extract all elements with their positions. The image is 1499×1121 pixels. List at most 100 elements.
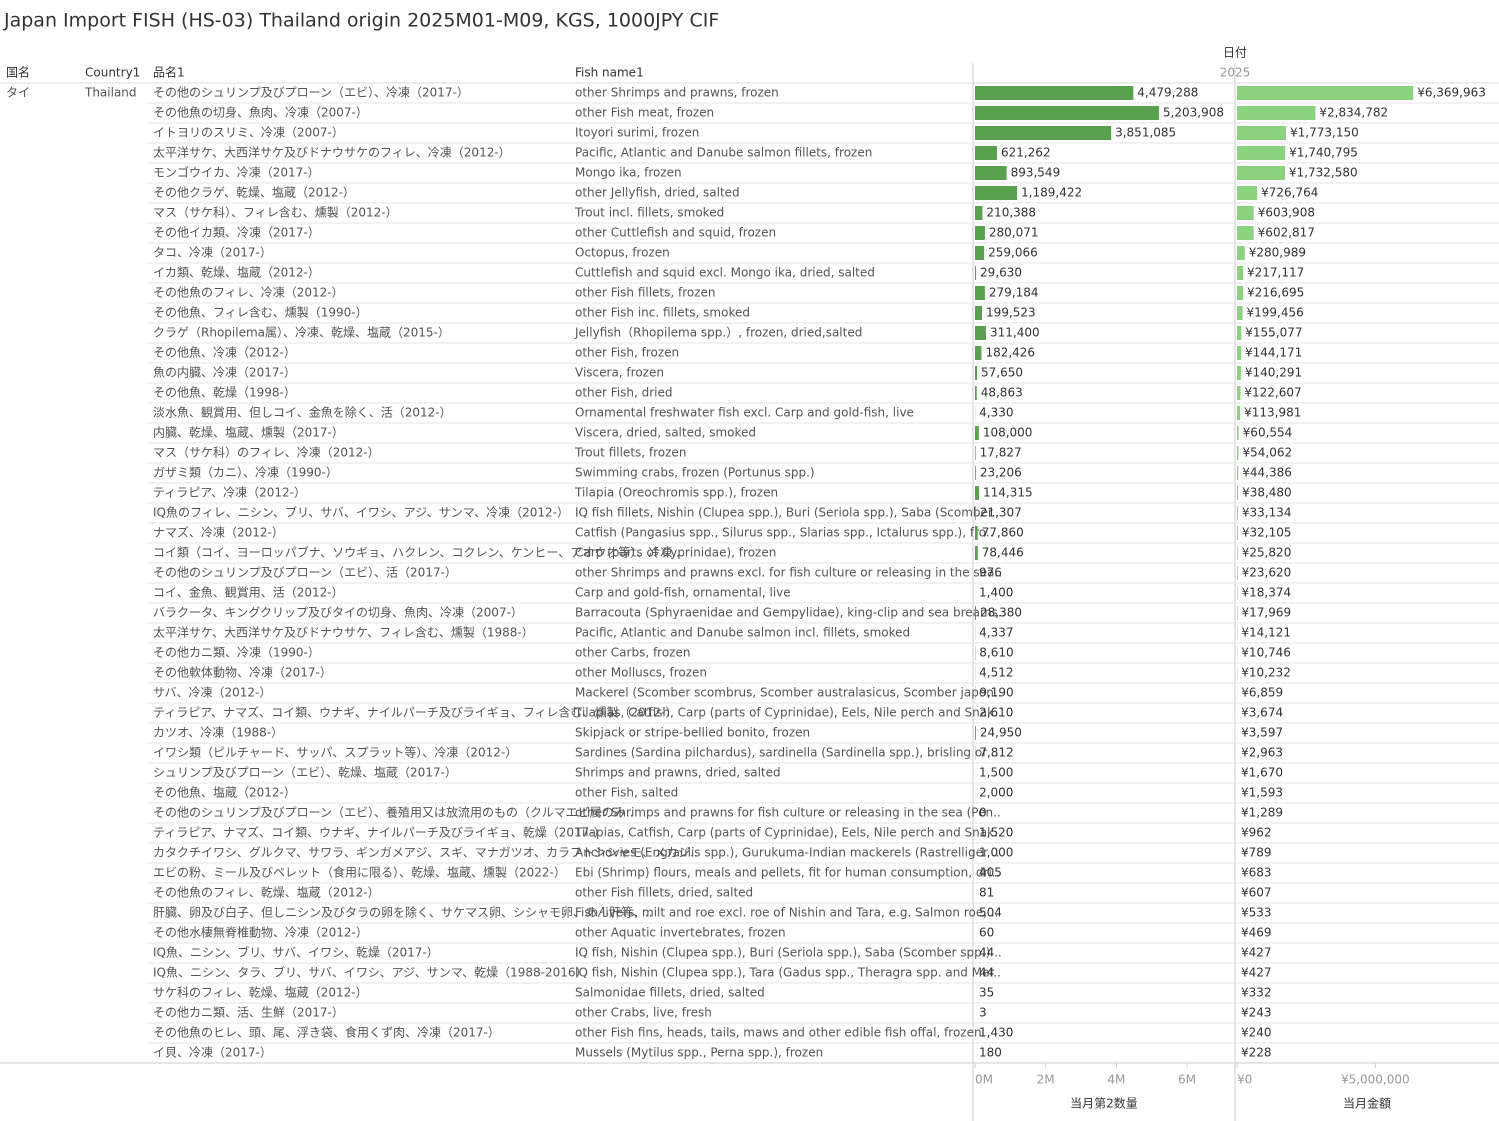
- item-en: Tilapia (Oreochromis spp.), frozen: [574, 486, 778, 500]
- value-label: 2,610: [979, 706, 1013, 720]
- value-label: ¥25,820: [1242, 546, 1292, 560]
- item-en: other Fish, salted: [575, 786, 678, 800]
- value-label: ¥1,670: [1241, 766, 1283, 780]
- bar: [1237, 486, 1239, 500]
- x-tick-label: 2M: [1037, 1073, 1055, 1087]
- value-label: 4,330: [979, 406, 1013, 420]
- value-label: 893,549: [1011, 166, 1061, 180]
- value-label: 77,860: [982, 526, 1024, 540]
- item-en: other Fish fillets, frozen: [575, 286, 716, 300]
- item-en: Barracouta (Sphyraenidae and Gempylidae)…: [575, 606, 1006, 620]
- value-label: ¥726,764: [1261, 186, 1318, 200]
- value-label: 279,184: [989, 286, 1039, 300]
- item-en: Ornamental freshwater fish excl. Carp an…: [575, 406, 914, 420]
- value-label: ¥3,674: [1241, 706, 1283, 720]
- item-en: Octopus, frozen: [575, 246, 670, 260]
- value-label: 0: [979, 806, 987, 820]
- value-label: ¥427: [1241, 946, 1272, 960]
- value-label: ¥1,740,795: [1289, 146, 1358, 160]
- value-label: ¥6,859: [1241, 686, 1283, 700]
- item-jp: IQ魚、ニシン、タラ、ブリ、サバ、イワシ、アジ、サンマ、乾燥（1988-2016…: [153, 965, 588, 980]
- item-jp: サケ科のフィレ、乾燥、塩蔵（2012-）: [153, 985, 368, 1000]
- value-label: 976: [979, 566, 1002, 580]
- item-jp: ティラピア、冷凍（2012-）: [153, 486, 306, 500]
- value-label: 21,307: [980, 506, 1022, 520]
- value-label: 4,337: [979, 626, 1013, 640]
- value-label: 4,479,288: [1137, 86, 1198, 100]
- item-en: other Shrimps and prawns excl. for fish …: [575, 566, 1002, 580]
- item-jp: バラクータ、キングクリップ及びタイの切身、魚肉、冷凍（2007-）: [153, 605, 523, 620]
- item-en: other Fish meat, frozen: [575, 106, 714, 120]
- bar: [1237, 126, 1287, 140]
- bar: [975, 266, 977, 280]
- item-en: IQ fish fillets, Nishin (Clupea spp.), B…: [575, 506, 999, 520]
- value-label: 1,000: [979, 846, 1013, 860]
- item-en: Anchovies (Engraulis spp.), Gurukuma-Ind…: [575, 846, 999, 860]
- item-jp: マス（サケ科）、フィレ含む、燻製（2012-）: [153, 205, 398, 220]
- value-label: ¥18,374: [1242, 586, 1292, 600]
- item-en: Pacific, Atlantic and Danube salmon fill…: [575, 146, 872, 160]
- value-label: 4,512: [979, 666, 1013, 680]
- value-label: ¥10,232: [1241, 666, 1291, 680]
- bar: [1237, 466, 1239, 480]
- value-label: 48,863: [981, 386, 1023, 400]
- value-label: ¥216,695: [1247, 286, 1304, 300]
- bar: [1237, 306, 1243, 320]
- value-label: ¥228: [1241, 1046, 1272, 1060]
- value-label: 44: [979, 946, 994, 960]
- value-label: 1,520: [979, 826, 1013, 840]
- row-header: Country1: [85, 66, 140, 80]
- value-label: 9,190: [979, 686, 1013, 700]
- value-label: 1,500: [979, 766, 1013, 780]
- item-jp: その他のシュリンプ及びプローン（エビ）、冷凍（2017-）: [153, 86, 469, 100]
- item-jp: クラゲ（Rhopilema属）、冷凍、乾燥、塩蔵（2015-）: [153, 325, 450, 340]
- item-jp: モンゴウイカ、冷凍（2017-）: [153, 165, 320, 180]
- item-en: other Shrimps and prawns for fish cultur…: [575, 806, 1001, 820]
- x-tick-label: 0M: [975, 1073, 993, 1087]
- item-jp: ナマズ、冷凍（2012-）: [153, 525, 284, 540]
- item-en: other Crabs, live, fresh: [575, 1006, 712, 1020]
- bar: [1237, 386, 1241, 400]
- value-label: 2,000: [979, 786, 1013, 800]
- value-label: ¥607: [1241, 886, 1272, 900]
- item-jp: その他魚、冷凍（2012-）: [153, 346, 296, 360]
- value-label: 182,426: [985, 346, 1035, 360]
- bar: [975, 86, 1134, 100]
- bar: [1237, 146, 1286, 160]
- value-label: ¥243: [1241, 1006, 1272, 1020]
- item-en: other Jellyfish, dried, salted: [575, 186, 740, 200]
- value-label: ¥23,620: [1242, 566, 1292, 580]
- bar: [975, 446, 976, 460]
- bar: [975, 326, 987, 340]
- value-label: 1,189,422: [1021, 186, 1082, 200]
- x-axis-title: 当月金額: [1343, 1096, 1391, 1111]
- row-header: Fish name1: [575, 66, 644, 80]
- value-label: 81: [979, 886, 994, 900]
- item-jp: IQ魚、ニシン、ブリ、サバ、イワシ、乾燥（2017-）: [153, 945, 439, 960]
- item-en: Trout incl. fillets, smoked: [574, 206, 724, 220]
- value-label: 17,827: [980, 446, 1022, 460]
- item-jp: その他魚のフィレ、乾燥、塩蔵（2012-）: [153, 885, 380, 900]
- item-jp: サバ、冷凍（2012-）: [153, 686, 271, 700]
- item-jp: エビの粉、ミール及びペレット（食用に限る）、乾燥、塩蔵、燻製（2022-）: [153, 865, 566, 880]
- bar: [975, 366, 978, 380]
- item-en: Viscera, dried, salted, smoked: [575, 426, 756, 440]
- bar: [975, 526, 978, 540]
- item-jp: イカ類、乾燥、塩蔵（2012-）: [153, 265, 320, 280]
- x-tick-label: ¥0: [1237, 1073, 1252, 1087]
- x-axis-title: 当月第2数量: [1070, 1096, 1138, 1111]
- value-label: 60: [979, 926, 994, 940]
- value-label: ¥17,969: [1241, 606, 1291, 620]
- value-label: ¥1,732,580: [1289, 166, 1358, 180]
- value-label: 44: [979, 966, 994, 980]
- item-en: other Molluscs, frozen: [575, 666, 707, 680]
- item-jp: 太平洋サケ、大西洋サケ及びドナウサケのフィレ、冷凍（2012-）: [153, 145, 511, 160]
- item-en: other Fish, frozen: [575, 346, 679, 360]
- value-label: 199,523: [986, 306, 1036, 320]
- item-en: other Fish fillets, dried, salted: [575, 886, 753, 900]
- value-label: ¥14,121: [1241, 626, 1291, 640]
- value-label: 8,610: [979, 646, 1013, 660]
- value-label: 621,262: [1001, 146, 1051, 160]
- bar: [1237, 446, 1239, 460]
